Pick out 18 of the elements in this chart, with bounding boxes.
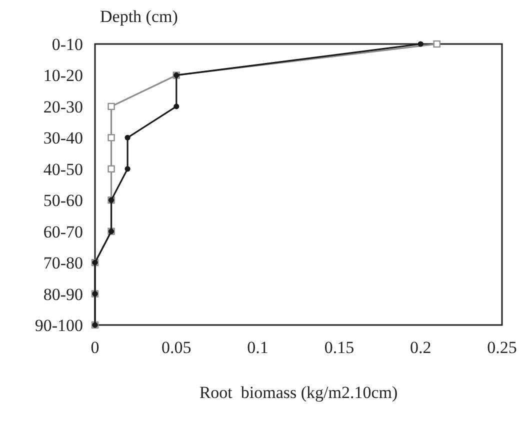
y-tick-label: 60-70 (43, 222, 83, 242)
x-tick-label: 0.15 (324, 338, 354, 357)
y-tick-label: 90-100 (34, 316, 83, 335)
x-axis-title: Root biomass (kg/m2.10cm) (199, 383, 398, 402)
y-tick-label: 40-50 (43, 160, 83, 179)
x-tick-label: 0.25 (487, 338, 517, 357)
y-tick-label: 30-40 (43, 128, 83, 148)
x-tick-label: 0.1 (247, 338, 268, 357)
y-tick-label: 50-60 (43, 191, 83, 210)
x-tick-label: 0.05 (162, 338, 192, 357)
y-axis-title: Depth (cm) (100, 7, 178, 26)
y-tick-label: 70-80 (43, 254, 83, 273)
y-tick-label: 80-90 (43, 284, 83, 304)
y-tick-label: 0-10 (52, 35, 83, 54)
x-tick-label: 0.2 (410, 338, 432, 357)
y-tick-label: 10-20 (43, 66, 83, 86)
x-tick-label: 0 (90, 338, 100, 357)
y-tick-label: 20-30 (43, 97, 83, 116)
